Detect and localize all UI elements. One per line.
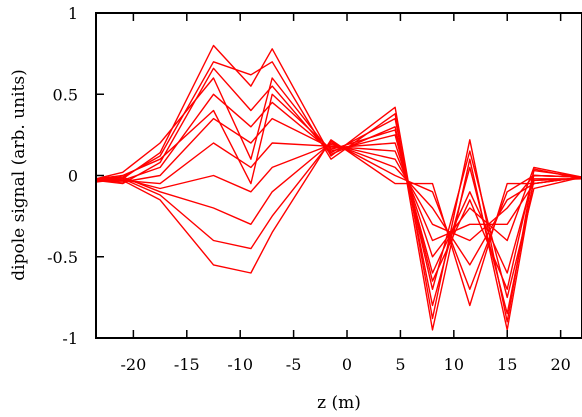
- series-layer: [95, 44, 582, 331]
- series-line-7: [96, 143, 582, 242]
- series-line-12: [95, 93, 582, 290]
- labels-layer: -20 -15 -10 -5 0 5 10 15 20 -1 -0.5 0 0.5 1: [47, 4, 571, 374]
- y-tick-label: 1: [68, 4, 78, 23]
- series-line-9: [96, 140, 582, 290]
- series-line-4: [96, 93, 582, 274]
- x-tick-label: -15: [174, 355, 200, 374]
- y-axis-label: dipole signal (arb. units): [9, 69, 29, 280]
- series-line-11: [95, 77, 582, 315]
- plot-frame: [95, 12, 582, 339]
- series-line-8: [95, 142, 582, 266]
- series-line-3: [95, 67, 582, 299]
- series-line-5: [95, 117, 582, 258]
- series-line-1: [95, 44, 582, 323]
- series-line-10: [95, 139, 582, 307]
- series-line-2: [95, 61, 582, 331]
- y-tick-label: 0: [68, 167, 78, 186]
- series-line-6: [95, 142, 582, 242]
- x-tick-label: 15: [497, 355, 517, 374]
- y-tick-label: -0.5: [47, 248, 78, 267]
- plot-background: [96, 13, 582, 338]
- x-tick-label: -5: [286, 355, 302, 374]
- x-tick-label: 20: [550, 355, 570, 374]
- x-tick-label: 5: [395, 355, 405, 374]
- x-tick-label: 10: [444, 355, 464, 374]
- y-tick-label: -1: [62, 329, 78, 348]
- y-tick-label: 0.5: [53, 85, 78, 104]
- x-tick-label: -10: [227, 355, 253, 374]
- x-axis-label: z (m): [317, 393, 361, 413]
- x-tick-label: -20: [121, 355, 147, 374]
- x-tick-label: 0: [342, 355, 352, 374]
